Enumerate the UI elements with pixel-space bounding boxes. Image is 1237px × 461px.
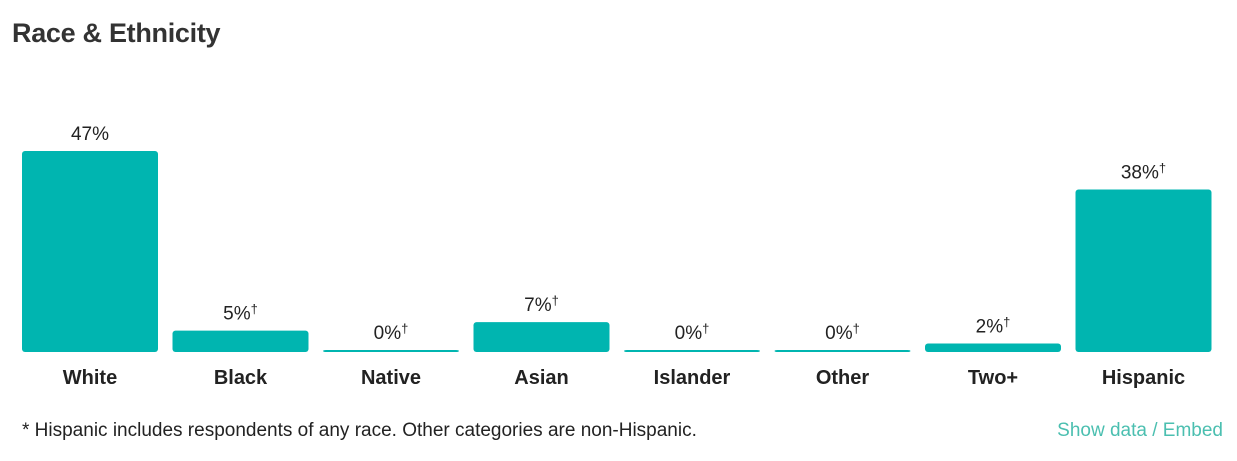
- chart-title: Race & Ethnicity: [12, 18, 221, 48]
- bars-group: [22, 151, 1212, 352]
- bar-islander[interactable]: [624, 350, 760, 352]
- category-label-black: Black: [214, 367, 268, 389]
- category-label-islander: Islander: [654, 367, 731, 389]
- bar-other[interactable]: [774, 350, 911, 352]
- chart-links: Show data / Embed: [1057, 420, 1223, 442]
- link-separator: /: [1146, 420, 1163, 441]
- value-label-black: 5%†: [223, 302, 258, 325]
- bar-two[interactable]: [925, 343, 1061, 352]
- bar-chart: 47% 5%† 0%† 7%† 0%† 0%† 2%† 38%† White Black Nati…: [22, 124, 1212, 389]
- value-label-white: 47%: [71, 124, 109, 145]
- bar-hispanic[interactable]: [1075, 189, 1212, 352]
- bar-asian[interactable]: [473, 322, 610, 352]
- footnote: * Hispanic includes respondents of any r…: [22, 420, 697, 441]
- category-label-two: Two+: [968, 367, 1018, 389]
- embed-link[interactable]: Embed: [1162, 420, 1223, 441]
- category-label-other: Other: [816, 367, 870, 389]
- bar-black[interactable]: [172, 330, 309, 352]
- value-label-hispanic: 38%†: [1121, 160, 1166, 183]
- category-labels-group: White Black Native Asian Islander Other Two+ Hi…: [63, 367, 1185, 389]
- value-label-native: 0%†: [374, 321, 409, 344]
- value-label-other: 0%†: [825, 321, 860, 344]
- bar-native[interactable]: [323, 350, 459, 352]
- value-label-islander: 0%†: [675, 321, 710, 344]
- value-label-asian: 7%†: [524, 293, 559, 316]
- bar-white[interactable]: [22, 151, 158, 352]
- value-labels-group: 47% 5%† 0%† 7%† 0%† 0%† 2%† 38%†: [71, 124, 1166, 344]
- value-label-two: 2%†: [976, 314, 1011, 337]
- category-label-native: Native: [361, 367, 421, 389]
- show-data-link[interactable]: Show data: [1057, 420, 1147, 441]
- category-label-white: White: [63, 367, 117, 389]
- category-label-asian: Asian: [514, 367, 568, 389]
- category-label-hispanic: Hispanic: [1102, 367, 1185, 389]
